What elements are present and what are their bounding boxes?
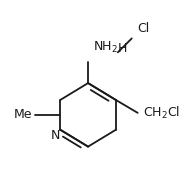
Text: NH$_2$: NH$_2$ [93, 40, 118, 55]
Text: Me: Me [14, 108, 32, 121]
Text: N: N [51, 129, 60, 142]
Text: Cl: Cl [138, 22, 150, 35]
Text: CH$_2$Cl: CH$_2$Cl [143, 105, 180, 121]
Text: H: H [118, 42, 127, 55]
